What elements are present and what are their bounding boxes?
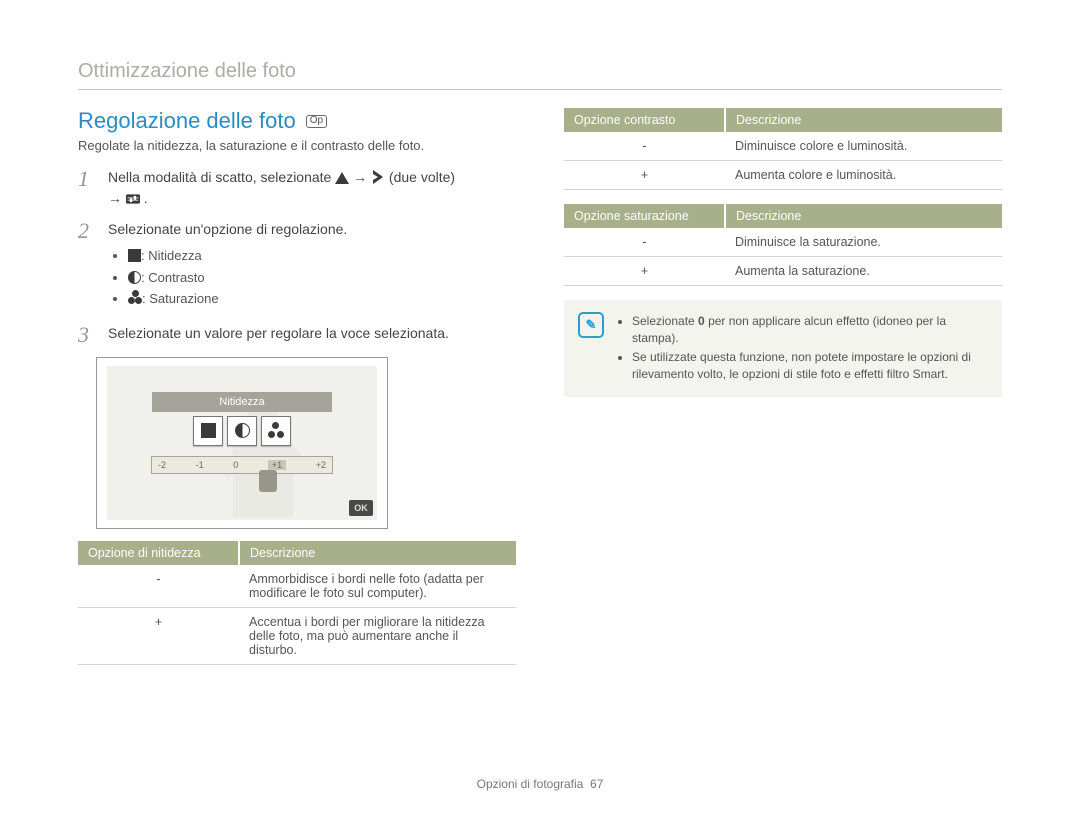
- note-box: ✎ Selezionate 0 per non applicare alcun …: [564, 300, 1002, 397]
- opt-contrast-label: : Contrasto: [141, 270, 205, 285]
- lcd-value-slider[interactable]: -2 -1 0 +1 +2: [151, 456, 333, 474]
- cell-value: Aumenta colore e luminosità.: [725, 161, 1002, 190]
- lcd-screenshot: Nitidezza -2 -1 0 +1 +2: [96, 357, 388, 529]
- sharpness-icon: [128, 249, 141, 262]
- step-body: Nella modalità di scatto, selezionate → …: [108, 167, 516, 209]
- tick: -2: [158, 460, 166, 470]
- footer-section: Opzioni di fotografia: [477, 777, 584, 791]
- section-title: Regolazione delle foto Op: [78, 108, 516, 134]
- saturation-table: Opzione saturazione Descrizione - Diminu…: [564, 204, 1002, 286]
- table-row: + Aumenta colore e luminosità.: [564, 161, 1002, 190]
- step-1-mid: →: [353, 169, 371, 185]
- tick: +1: [268, 460, 286, 470]
- table-row: - Diminuisce colore e luminosità.: [564, 132, 1002, 161]
- cell-key: -: [78, 565, 239, 608]
- step-number: 3: [78, 323, 96, 347]
- breadcrumb: Ottimizzazione delle foto: [78, 60, 1002, 83]
- list-item: : Saturazione: [128, 289, 516, 309]
- chevron-right-icon: [371, 170, 385, 184]
- cell-key: +: [564, 257, 725, 286]
- saturation-icon: [128, 292, 142, 304]
- slider-setting-icon: [126, 192, 140, 206]
- cell-value: Accentua i bordi per migliorare la nitid…: [239, 607, 516, 664]
- lcd-mode-label: Nitidezza: [152, 392, 332, 412]
- step-1-line2-suffix: .: [144, 190, 148, 206]
- page-footer: Opzioni di fotografia 67: [0, 777, 1080, 791]
- saturation-icon: [268, 424, 284, 438]
- step-1-post: (due volte): [389, 169, 455, 185]
- cell-key: +: [564, 161, 725, 190]
- cell-key: -: [564, 132, 725, 161]
- mode-badge-icon: Op: [306, 115, 327, 128]
- cell-value: Aumenta la saturazione.: [725, 257, 1002, 286]
- step-number: 1: [78, 167, 96, 209]
- cell-value: Ammorbidisce i bordi nelle foto (adatta …: [239, 565, 516, 608]
- note-line-2: Se utilizzate questa funzione, non potet…: [632, 349, 988, 384]
- tick: +2: [316, 460, 326, 470]
- note-line-1-bold: 0: [698, 314, 705, 328]
- step-number: 2: [78, 219, 96, 313]
- table-header: Opzione saturazione: [564, 204, 725, 228]
- table-header: Descrizione: [725, 204, 1002, 228]
- footer-page: 67: [590, 777, 603, 791]
- note-icon: ✎: [578, 312, 604, 338]
- note-line-1: Selezionate 0 per non applicare alcun ef…: [632, 313, 988, 348]
- section-lead: Regolate la nitidezza, la saturazione e …: [78, 138, 516, 153]
- table-row: - Diminuisce la saturazione.: [564, 228, 1002, 257]
- divider: [78, 89, 1002, 90]
- step-2-text: Selezionate un'opzione di regolazione.: [108, 221, 347, 237]
- step-1-pre: Nella modalità di scatto, selezionate: [108, 169, 335, 185]
- lcd-contrast-button[interactable]: [227, 416, 257, 446]
- step-body: Selezionate un valore per regolare la vo…: [108, 323, 516, 347]
- table-header: Descrizione: [239, 541, 516, 565]
- list-item: : Nitidezza: [128, 246, 516, 266]
- note-line-1-pre: Selezionate: [632, 314, 698, 328]
- tick: 0: [233, 460, 238, 470]
- table-header: Opzione di nitidezza: [78, 541, 239, 565]
- lcd-sharpness-button[interactable]: [193, 416, 223, 446]
- step-3: 3 Selezionate un valore per regolare la …: [78, 323, 516, 347]
- lcd-saturation-button[interactable]: [261, 416, 291, 446]
- slider-knob-icon[interactable]: [259, 470, 277, 492]
- ok-button[interactable]: OK: [349, 500, 373, 516]
- step-body: Selezionate un'opzione di regolazione. :…: [108, 219, 516, 313]
- cell-value: Diminuisce colore e luminosità.: [725, 132, 1002, 161]
- table-header: Opzione contrasto: [564, 108, 725, 132]
- section-title-text: Regolazione delle foto: [78, 108, 296, 134]
- step-1: 1 Nella modalità di scatto, selezionate …: [78, 167, 516, 209]
- opt-sat-label: : Saturazione: [142, 291, 219, 306]
- contrast-icon: [128, 271, 141, 284]
- sharpness-icon: [201, 423, 216, 438]
- opt-sharp-label: : Nitidezza: [141, 248, 202, 263]
- table-row: + Aumenta la saturazione.: [564, 257, 1002, 286]
- step-3-text: Selezionate un valore per regolare la vo…: [108, 325, 449, 341]
- table-row: + Accentua i bordi per migliorare la nit…: [78, 607, 516, 664]
- contrast-table: Opzione contrasto Descrizione - Diminuis…: [564, 108, 1002, 190]
- cell-key: -: [564, 228, 725, 257]
- sharpness-table: Opzione di nitidezza Descrizione - Ammor…: [78, 541, 516, 665]
- cell-key: +: [78, 607, 239, 664]
- table-row: - Ammorbidisce i bordi nelle foto (adatt…: [78, 565, 516, 608]
- tick: -1: [196, 460, 204, 470]
- triangle-up-icon: [335, 171, 349, 185]
- contrast-icon: [235, 423, 250, 438]
- cell-value: Diminuisce la saturazione.: [725, 228, 1002, 257]
- step-2: 2 Selezionate un'opzione di regolazione.…: [78, 219, 516, 313]
- step-1-line2-prefix: →: [108, 190, 126, 206]
- list-item: : Contrasto: [128, 268, 516, 288]
- table-header: Descrizione: [725, 108, 1002, 132]
